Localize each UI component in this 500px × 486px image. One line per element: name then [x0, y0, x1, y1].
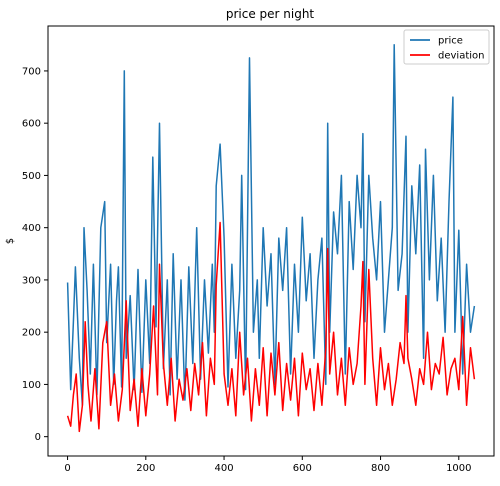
legend: price deviation: [403, 29, 490, 65]
y-tick-label: 100: [22, 380, 41, 391]
chart-title: price per night: [226, 7, 315, 21]
series-layer: [66, 44, 476, 433]
x-tick-label: 1000: [446, 463, 471, 474]
y-axis-ticks: 0 100 200 300 400 500 600 700: [22, 66, 48, 443]
legend-label-price: price: [438, 36, 463, 47]
y-tick-label: 400: [22, 223, 41, 234]
y-tick-label: 0: [35, 432, 41, 443]
y-tick-label: 600: [22, 119, 41, 130]
x-tick-label: 800: [371, 463, 390, 474]
series-line-deviation: [66, 221, 476, 433]
y-tick-label: 300: [22, 275, 41, 286]
plot-frame: [47, 25, 495, 457]
x-axis-ticks: 0 200 400 600 800 1000: [64, 456, 472, 474]
y-tick-label: 200: [22, 328, 41, 339]
x-tick-label: 600: [293, 463, 312, 474]
x-tick-label: 400: [215, 463, 234, 474]
y-axis-label: $: [5, 238, 16, 244]
x-tick-label: 0: [64, 463, 70, 474]
y-tick-label: 500: [22, 171, 41, 182]
legend-label-deviation: deviation: [438, 51, 484, 62]
series-line-price: [66, 44, 476, 407]
x-tick-label: 200: [136, 463, 155, 474]
y-tick-label: 700: [22, 66, 41, 77]
